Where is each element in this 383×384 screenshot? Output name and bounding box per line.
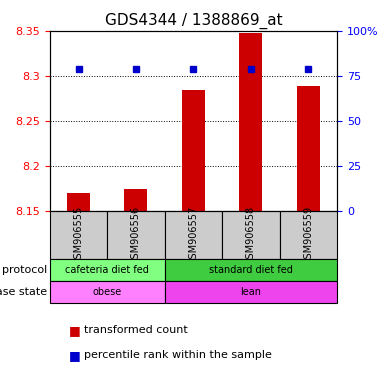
Bar (67, 193, 90, 211)
FancyBboxPatch shape (165, 211, 222, 259)
Text: disease state: disease state (0, 287, 47, 297)
Text: GSM906559: GSM906559 (303, 206, 313, 265)
Text: protocol: protocol (2, 265, 47, 275)
Text: lean: lean (241, 287, 261, 297)
FancyBboxPatch shape (165, 259, 337, 281)
Title: GDS4344 / 1388869_at: GDS4344 / 1388869_at (105, 13, 282, 29)
Bar (124, 189, 147, 211)
FancyBboxPatch shape (222, 211, 280, 259)
Bar (297, 86, 320, 211)
Text: standard diet fed: standard diet fed (209, 265, 293, 275)
Bar (239, 33, 262, 211)
FancyBboxPatch shape (50, 259, 165, 281)
Text: GSM906555: GSM906555 (74, 205, 83, 265)
Text: ■: ■ (69, 324, 81, 337)
Text: ■: ■ (69, 349, 81, 362)
Text: GSM906557: GSM906557 (188, 205, 198, 265)
FancyBboxPatch shape (107, 211, 165, 259)
Text: transformed count: transformed count (84, 325, 188, 335)
Text: percentile rank within the sample: percentile rank within the sample (84, 350, 272, 360)
Text: cafeteria diet fed: cafeteria diet fed (65, 265, 149, 275)
Bar (182, 90, 205, 211)
Text: GSM906558: GSM906558 (246, 206, 256, 265)
Text: GSM906556: GSM906556 (131, 206, 141, 265)
Text: obese: obese (93, 287, 122, 297)
FancyBboxPatch shape (280, 211, 337, 259)
FancyBboxPatch shape (165, 281, 337, 303)
FancyBboxPatch shape (50, 281, 165, 303)
FancyBboxPatch shape (50, 211, 107, 259)
